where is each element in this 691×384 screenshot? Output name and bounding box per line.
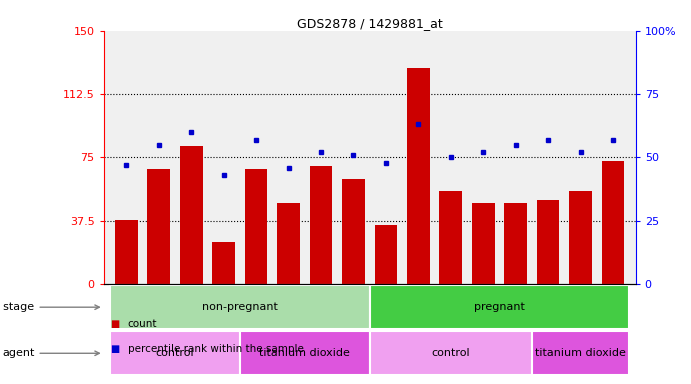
Text: control: control [431,348,470,358]
Text: agent: agent [2,348,100,358]
Bar [504,203,527,284]
Bar [407,68,430,284]
Bar [342,179,365,284]
Text: pregnant: pregnant [474,302,525,312]
Text: count: count [128,319,158,329]
Text: ■: ■ [111,344,120,354]
Bar [370,285,630,329]
Text: titanium dioxide: titanium dioxide [535,348,626,358]
Bar [532,331,630,376]
Bar [537,200,560,284]
Bar [569,191,592,284]
Bar [439,191,462,284]
Bar [110,331,240,376]
Text: control: control [155,348,194,358]
Text: non-pregnant: non-pregnant [202,302,278,312]
Bar [115,220,138,284]
Bar [180,146,202,284]
Bar [602,161,625,284]
Bar [375,225,397,284]
Title: GDS2878 / 1429881_at: GDS2878 / 1429881_at [297,17,442,30]
Bar [110,285,370,329]
Bar [472,203,495,284]
Text: development stage: development stage [0,302,100,312]
Bar [240,331,370,376]
Bar [147,169,170,284]
Bar [212,242,235,284]
Text: titanium dioxide: titanium dioxide [259,348,350,358]
Text: ■: ■ [111,319,120,329]
Text: percentile rank within the sample: percentile rank within the sample [128,344,304,354]
Bar [245,169,267,284]
Bar [277,203,300,284]
Bar [370,331,532,376]
Bar [310,166,332,284]
